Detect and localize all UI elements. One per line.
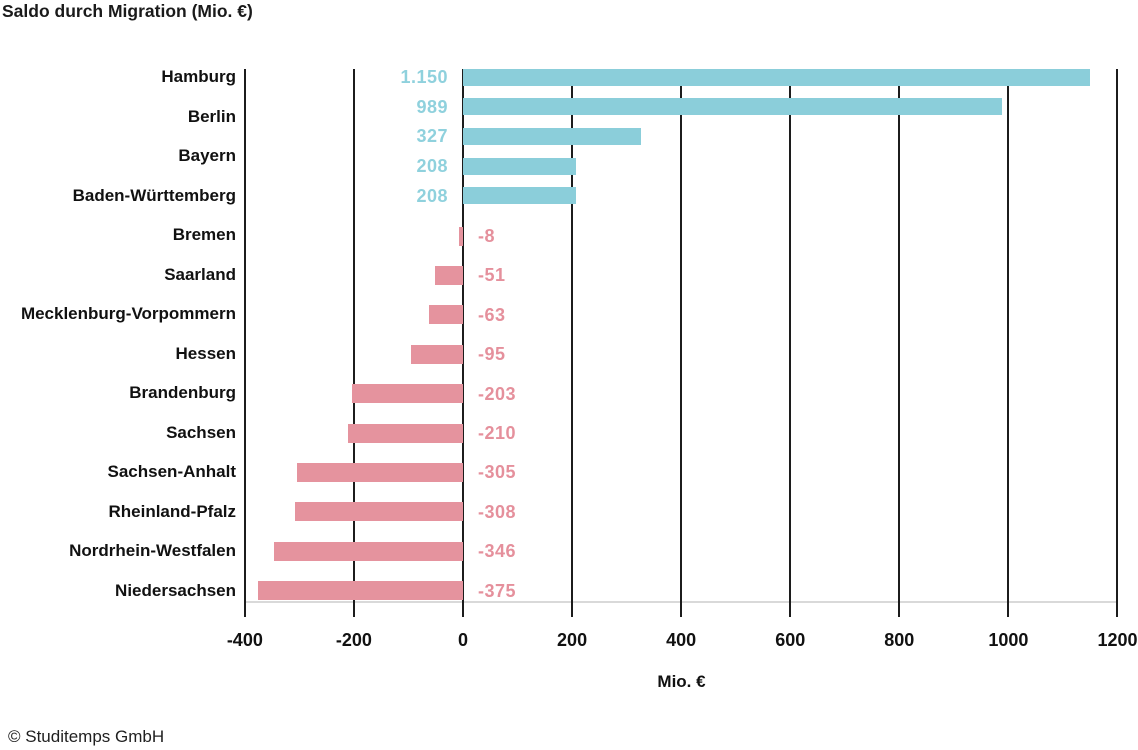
gridline--200: [352, 69, 355, 617]
bar--305: [296, 462, 463, 482]
x-tick-label: 1200: [1097, 630, 1138, 650]
value-label: -375: [478, 580, 517, 601]
value-label: 208: [416, 156, 448, 177]
category-label: Baden-Württemberg: [72, 185, 236, 205]
gridline-1000: [1007, 69, 1010, 617]
category-label: Sachsen-Anhalt: [107, 462, 236, 481]
category-label: Mecklenburg-Vorpommern: [20, 304, 236, 323]
value-label: -203: [478, 383, 517, 404]
value-label: -63: [478, 304, 506, 325]
value-label: -8: [478, 226, 496, 246]
x-tick-label: 200: [557, 630, 588, 650]
value-label: -210: [478, 423, 517, 443]
gridline--400: [243, 69, 246, 617]
category-label: Rheinland-Pfalz: [108, 501, 236, 521]
gridline-800: [898, 69, 901, 617]
value-label: 1.150: [400, 67, 448, 87]
category-label: Bremen: [172, 225, 236, 244]
category-label: Berlin: [187, 106, 236, 126]
bar-1150: [463, 68, 1091, 86]
bar--8: [458, 226, 463, 246]
x-tick-label: 0: [457, 630, 468, 650]
x-tick-label: 800: [884, 630, 915, 650]
value-label: -95: [478, 344, 506, 365]
bar--203: [352, 384, 463, 404]
footer-copyright: © Studitemps GmbH: [8, 727, 165, 746]
bar-989: [463, 98, 1003, 116]
chart-title: Saldo durch Migration (Mio. €): [2, 1, 253, 21]
gridline-600: [789, 69, 792, 617]
gridline-200: [571, 69, 574, 617]
bar-327: [463, 127, 642, 145]
bar--308: [295, 502, 463, 522]
gridline-0: [462, 69, 464, 617]
x-tick-label: -400: [226, 630, 263, 650]
value-label: -346: [478, 541, 517, 562]
bar--375: [258, 581, 463, 601]
x-tick-label: 400: [666, 630, 697, 650]
value-label: -308: [478, 501, 517, 522]
category-label: Niedersachsen: [115, 580, 236, 600]
category-label: Hessen: [175, 343, 236, 363]
bar--63: [428, 305, 463, 325]
value-label: 989: [416, 96, 448, 117]
category-label: Bayern: [178, 146, 236, 165]
category-label: Hamburg: [161, 67, 236, 86]
x-axis-label: Mio. €: [657, 672, 706, 691]
x-tick-label: -200: [335, 630, 372, 650]
value-label: -51: [478, 265, 506, 286]
bar--95: [411, 344, 463, 364]
bar--210: [348, 423, 463, 443]
category-label: Sachsen: [166, 422, 236, 442]
x-tick-label: 1000: [988, 630, 1029, 650]
bar-208: [463, 187, 577, 205]
value-label: 208: [416, 185, 448, 206]
bar-208: [463, 157, 577, 175]
gridline-400: [680, 69, 683, 617]
value-label: 327: [416, 126, 448, 147]
value-label: -305: [478, 462, 517, 483]
bar--346: [274, 541, 463, 561]
category-label: Saarland: [164, 264, 236, 284]
x-tick-label: 600: [775, 630, 806, 650]
bar--51: [435, 265, 463, 285]
category-label: Brandenburg: [129, 383, 236, 402]
gridline-1200: [1116, 69, 1119, 617]
category-label: Nordrhein-Westfalen: [69, 541, 236, 560]
